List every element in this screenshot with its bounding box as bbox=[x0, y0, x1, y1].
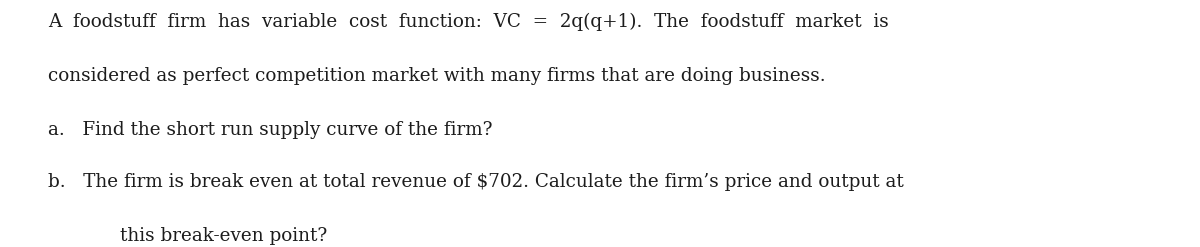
Text: A  foodstuff  firm  has  variable  cost  function:  VC  =  2q(q+1).  The  foodst: A foodstuff firm has variable cost funct… bbox=[48, 12, 889, 31]
Text: b.   The firm is break even at total revenue of $702. Calculate the firm’s price: b. The firm is break even at total reven… bbox=[48, 173, 904, 191]
Text: a.   Find the short run supply curve of the firm?: a. Find the short run supply curve of th… bbox=[48, 121, 492, 139]
Text: this break-even point?: this break-even point? bbox=[120, 227, 328, 245]
Text: considered as perfect competition market with many firms that are doing business: considered as perfect competition market… bbox=[48, 67, 826, 85]
